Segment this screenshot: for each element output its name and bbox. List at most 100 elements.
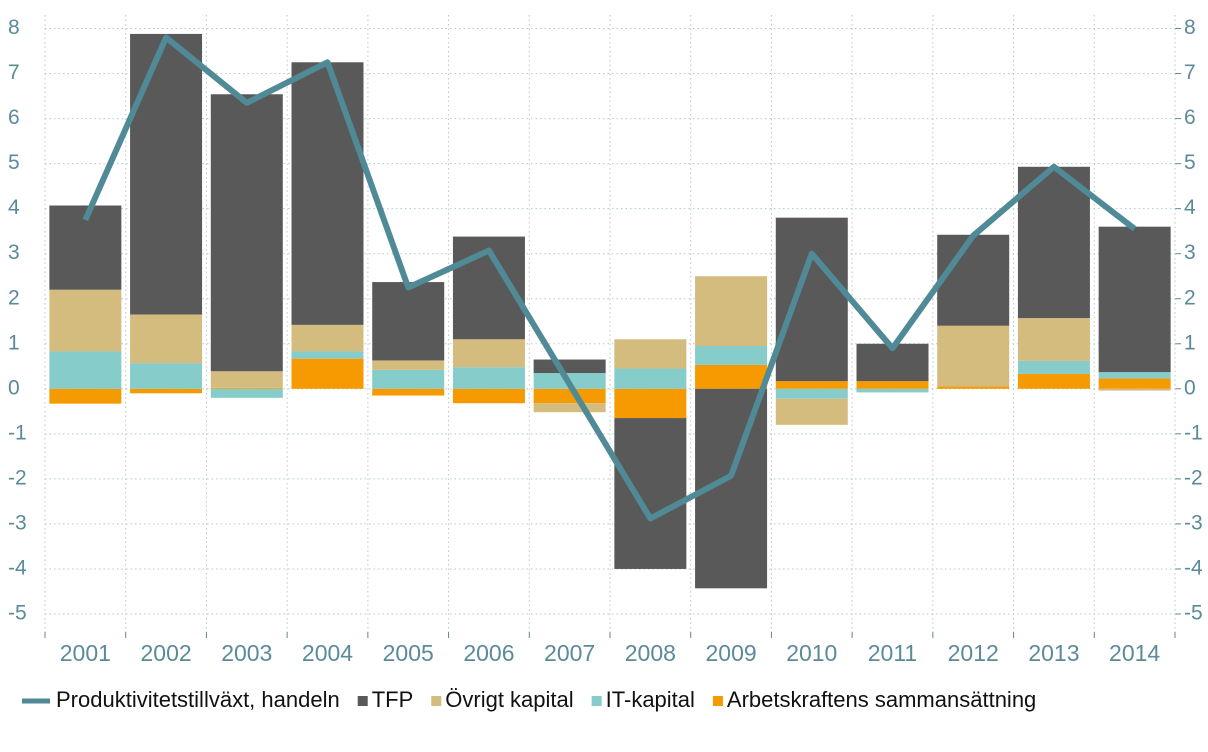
y-tick-label: 1 [8, 331, 20, 354]
bar [533, 388, 606, 404]
legend-swatch [357, 696, 368, 706]
y2-tick-label: 8 [1184, 16, 1196, 39]
bar [775, 217, 848, 382]
legend-label: Produktivitetstillväxt, handeln [56, 687, 340, 712]
bar [291, 62, 364, 325]
y-tick-label: -4 [8, 556, 27, 579]
bar [49, 388, 122, 404]
bar [130, 388, 203, 394]
bar [1017, 373, 1090, 389]
y2-tick-label: -2 [1184, 466, 1203, 489]
x-tick-label: 2003 [221, 640, 272, 666]
y-tick-label: 8 [8, 16, 20, 39]
bar [49, 289, 122, 352]
x-tick-label: 2010 [786, 640, 837, 666]
x-tick-label: 2006 [463, 640, 514, 666]
y-tick-label: 5 [8, 151, 20, 174]
legend-label: Arbetskraftens sammansättning [727, 687, 1036, 712]
legend-swatch [431, 696, 442, 706]
y-tick-label: 0 [8, 376, 20, 399]
x-tick-label: 2001 [60, 640, 111, 666]
legend-swatch [712, 696, 723, 706]
line [82, 34, 1137, 522]
bar [856, 381, 929, 389]
y2-tick-label: 4 [1184, 196, 1196, 219]
bar [372, 360, 445, 370]
y-tick-label: 2 [8, 286, 20, 309]
bar [614, 339, 687, 369]
bar [372, 282, 445, 361]
bar [130, 363, 203, 389]
bar [210, 388, 283, 398]
bar [533, 359, 606, 374]
bar [775, 381, 848, 389]
y-tick-label: 7 [8, 61, 20, 84]
bar [937, 386, 1010, 389]
bar [1098, 226, 1171, 373]
x-tick-label: 2005 [383, 640, 434, 666]
bar [291, 358, 364, 389]
bar [49, 351, 122, 389]
y-tick-label: 4 [8, 196, 20, 219]
y2-tick-label: -4 [1184, 556, 1203, 579]
y-tick-label: -5 [8, 602, 27, 625]
x-tick-label: 2011 [868, 640, 917, 666]
y2-tick-label: 0 [1184, 376, 1196, 399]
bar [210, 387, 283, 389]
bar [1017, 166, 1090, 319]
x-tick-label: 2008 [625, 640, 676, 666]
x-tick-label: 2002 [140, 640, 191, 666]
bar [452, 388, 525, 404]
y-tick-label: -1 [8, 421, 27, 444]
y2-tick-label: 5 [1184, 151, 1196, 174]
bar [1098, 378, 1171, 389]
bar [775, 398, 848, 425]
bar [291, 351, 364, 359]
bar [372, 369, 445, 389]
bar [130, 33, 203, 315]
bar [291, 324, 364, 352]
bar [372, 388, 445, 396]
bar [937, 325, 1010, 387]
y2-tick-label: -5 [1184, 602, 1203, 625]
bar [937, 234, 1010, 326]
bar [1017, 318, 1090, 361]
x-tick-label: 2014 [1109, 640, 1160, 666]
y-tick-label: 3 [8, 241, 20, 264]
bar [130, 314, 203, 364]
bar [533, 403, 606, 413]
y2-tick-label: 6 [1184, 106, 1196, 129]
y2-tick-label: 7 [1184, 61, 1196, 84]
bar [1017, 360, 1090, 374]
bar [452, 367, 525, 389]
bar [1098, 388, 1171, 391]
x-tick-label: 2007 [544, 640, 595, 666]
bar [614, 418, 687, 569]
bar [775, 388, 848, 399]
x-tick-label: 2013 [1028, 640, 1079, 666]
bar [210, 371, 283, 388]
legend-swatch [591, 696, 602, 706]
legend-label: Övrigt kapital [445, 687, 573, 712]
y-tick-label: 6 [8, 106, 20, 129]
bar [856, 388, 929, 393]
legend-label: IT-kapital [606, 687, 695, 712]
y2-tick-label: 3 [1184, 241, 1196, 264]
x-tick-label: 2004 [302, 640, 353, 666]
y2-tick-label: -3 [1184, 511, 1203, 534]
bar [614, 368, 687, 389]
y2-tick-label: 1 [1184, 331, 1196, 354]
legend-label: TFP [372, 687, 414, 712]
bar [614, 388, 687, 419]
bar [210, 94, 283, 372]
y-tick-label: -3 [8, 511, 27, 534]
x-tick-label: 2009 [705, 640, 756, 666]
bar [695, 364, 768, 389]
bar [452, 339, 525, 368]
bar [695, 346, 768, 365]
y-tick-label: -2 [8, 466, 27, 489]
y2-tick-label: 2 [1184, 286, 1196, 309]
bar [695, 276, 768, 347]
x-tick-label: 2012 [948, 640, 999, 666]
